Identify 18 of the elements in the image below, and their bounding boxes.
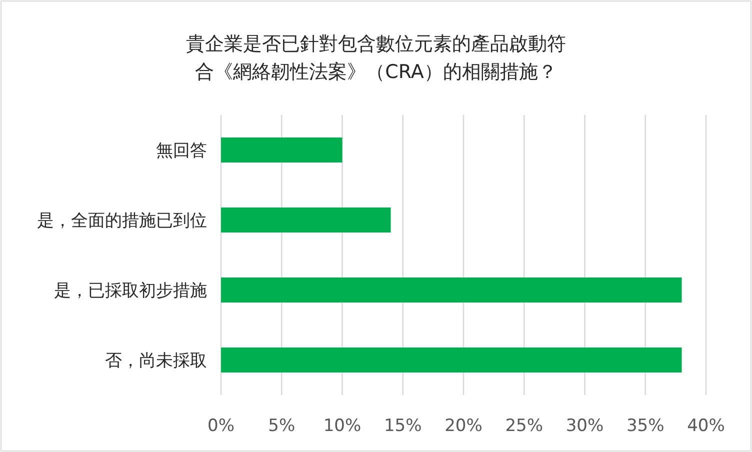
x-tick-label: 40% (687, 416, 725, 436)
x-tick-label: 0% (208, 416, 234, 436)
y-tick-label: 否，尚未採取 (105, 351, 207, 371)
bar (221, 208, 391, 232)
x-tick-label: 20% (444, 416, 482, 436)
bar (221, 348, 682, 372)
bar (221, 138, 342, 162)
x-tick-label: 15% (384, 416, 422, 436)
x-tick-label: 10% (323, 416, 362, 436)
chart-title: 貴企業是否已針對包含數位元素的產品啟動符合《網絡韌性法案》（CRA）的相關措施？ (186, 33, 566, 83)
y-tick-label: 是，全面的措施已到位 (37, 211, 207, 231)
x-tick-label: 35% (626, 416, 664, 436)
x-tick-label: 5% (268, 416, 296, 436)
x-tick-label: 30% (566, 416, 604, 436)
y-tick-label: 是，已採取初步措施 (54, 281, 207, 301)
x-tick-label: 25% (505, 416, 544, 436)
bar (221, 278, 682, 302)
y-tick-label: 無回答 (156, 141, 207, 161)
